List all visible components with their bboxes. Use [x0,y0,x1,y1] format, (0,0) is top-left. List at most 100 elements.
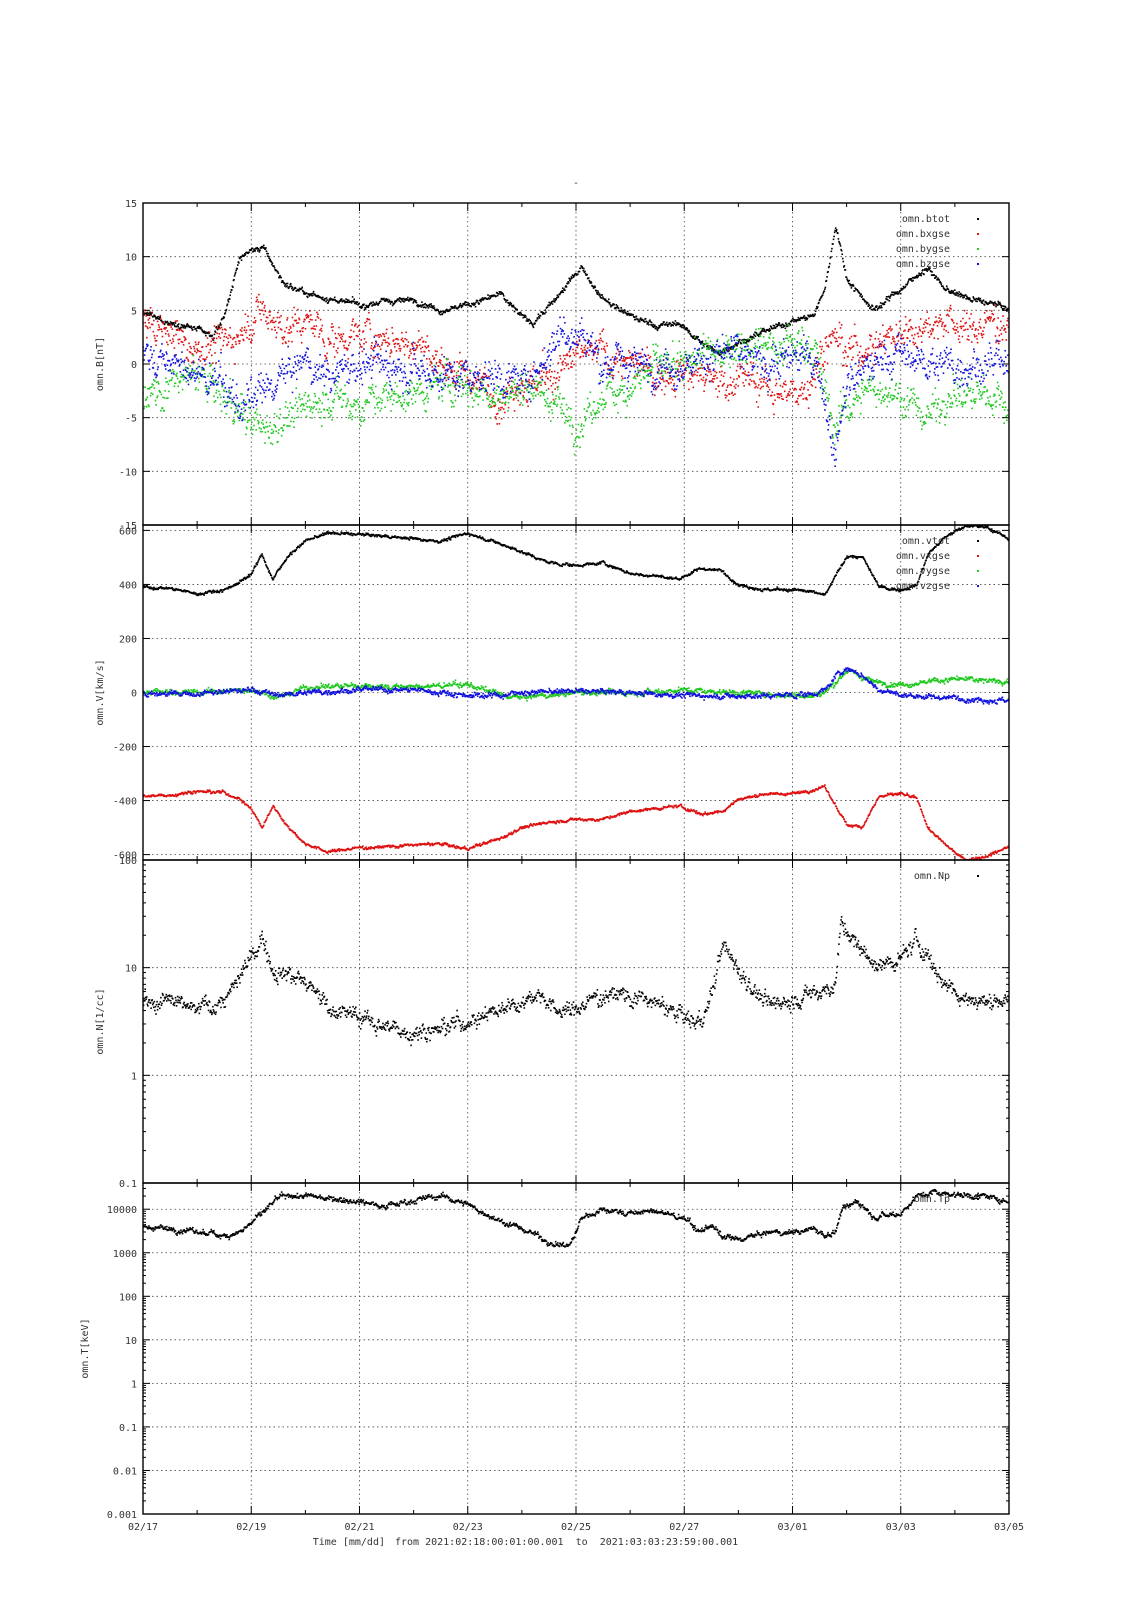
data-point [534,322,536,325]
data-point [416,383,418,385]
data-point [263,247,266,249]
data-point [816,356,819,359]
data-point [766,348,769,351]
data-point [395,350,398,352]
data-point [642,319,644,321]
data-point [190,361,193,364]
data-point [300,341,303,344]
data-point [265,250,268,252]
data-point [227,341,230,343]
data-point [268,425,271,427]
data-point [992,303,995,305]
data-point [362,331,364,333]
data-point [616,305,619,307]
data-point [340,333,343,336]
data-point [462,384,465,387]
data-point [637,359,639,362]
data-point [912,337,915,340]
data-point [532,365,535,368]
data-point [813,378,815,380]
data-point [383,297,385,300]
data-point [729,346,731,349]
data-point [833,424,835,426]
data-point [589,391,592,393]
data-point [859,295,861,297]
data-point [846,365,848,367]
data-point [798,318,801,320]
data-point [697,335,699,338]
data-point [938,320,941,322]
data-point [971,391,974,394]
data-point [461,305,464,307]
data-point [256,246,259,249]
data-point [460,305,462,307]
data-point [192,374,194,377]
data-point [337,380,339,383]
data-point [613,361,615,364]
data-point [894,293,897,295]
data-point [222,339,225,342]
data-point [977,329,979,331]
data-point [948,310,951,312]
data-point [437,383,439,386]
data-point [650,321,653,324]
data-point [236,264,239,266]
data-point [903,330,905,332]
data-point [904,329,906,332]
data-point [489,417,492,419]
data-point [787,324,789,326]
data-point [988,302,991,305]
data-point [421,390,424,393]
data-point [623,309,626,311]
data-point [800,386,803,389]
data-point [474,392,476,395]
data-point [436,372,439,374]
data-point [808,381,811,384]
data-point [422,306,425,309]
data-point [786,394,789,397]
data-point [286,317,289,319]
data-point [754,331,756,334]
data-point [253,332,255,335]
data-point [640,319,643,322]
data-point [327,301,330,304]
data-point [923,330,926,333]
data-point [795,388,797,391]
data-point [630,314,632,317]
data-point [860,402,862,404]
data-point [583,424,585,427]
data-point [922,332,924,335]
data-point [915,404,917,406]
data-point [267,430,269,433]
data-point [255,247,258,250]
data-point [580,425,582,427]
data-point [255,300,257,303]
data-point [178,381,181,383]
data-point [725,389,728,392]
data-point [990,405,992,408]
data-point [211,337,214,340]
data-point [705,369,708,372]
data-point [296,322,298,325]
data-point [502,293,504,296]
data-point [801,329,804,332]
data-point [506,395,509,398]
data-point [205,331,208,334]
data-point [612,374,615,377]
data-point [468,369,471,371]
data-point [995,303,998,305]
data-point [152,330,155,333]
data-point [665,361,667,364]
data-point [709,340,712,343]
data-point [197,389,200,391]
data-point [580,347,582,350]
data-point [361,416,363,418]
data-point [318,397,320,400]
data-point [508,395,511,398]
data-point [921,330,924,333]
data-point [589,280,591,283]
data-point [382,388,385,390]
data-point [892,336,894,338]
data-point [516,388,519,391]
data-point [201,369,203,371]
